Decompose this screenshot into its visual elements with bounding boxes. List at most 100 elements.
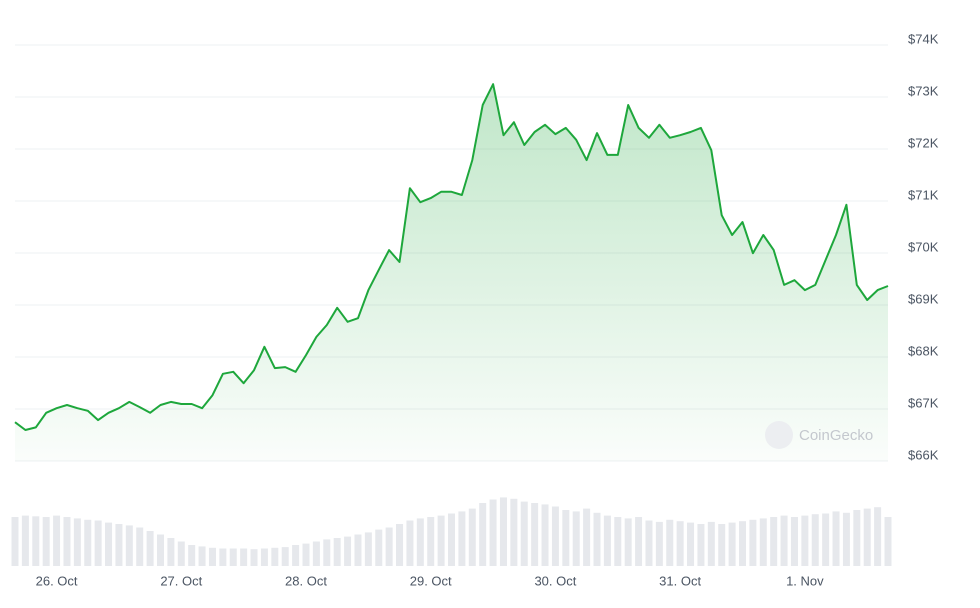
volume-bar bbox=[593, 512, 601, 566]
volume-bar bbox=[863, 508, 871, 566]
y-tick-label: $66K bbox=[908, 447, 939, 462]
volume-bar bbox=[84, 519, 92, 566]
volume-bar bbox=[499, 497, 507, 566]
volume-bar bbox=[510, 498, 518, 566]
volume-bar bbox=[697, 524, 705, 566]
volume-bar bbox=[624, 518, 632, 566]
volume-bar bbox=[614, 517, 622, 566]
volume-bar bbox=[333, 538, 341, 566]
volume-bar bbox=[739, 521, 746, 566]
volume-bar bbox=[94, 520, 102, 566]
volume-bar bbox=[780, 515, 788, 566]
volume-bar bbox=[354, 534, 362, 566]
y-tick-label: $73K bbox=[908, 83, 939, 98]
volume-bar bbox=[541, 504, 549, 566]
x-tick-label: 28. Oct bbox=[285, 573, 327, 588]
volume-bar bbox=[219, 548, 227, 566]
volume-bar bbox=[292, 545, 300, 566]
volume-bar bbox=[603, 515, 611, 566]
x-tick-label: 30. Oct bbox=[534, 573, 576, 588]
volume-bar bbox=[271, 547, 279, 566]
y-tick-label: $68K bbox=[908, 343, 939, 358]
volume-bar bbox=[583, 508, 591, 566]
volume-bar bbox=[489, 499, 497, 566]
volume-bar bbox=[448, 513, 455, 566]
volume-bar bbox=[832, 511, 840, 566]
y-tick-label: $67K bbox=[908, 395, 939, 410]
volume-bar bbox=[645, 520, 653, 566]
volume-bar bbox=[21, 515, 29, 566]
volume-bar bbox=[73, 518, 81, 566]
volume-bar bbox=[32, 516, 40, 566]
y-tick-label: $71K bbox=[908, 187, 939, 202]
x-tick-label: 29. Oct bbox=[410, 573, 452, 588]
volume-bar bbox=[146, 531, 154, 566]
volume-bar bbox=[302, 543, 310, 566]
volume-bar bbox=[375, 529, 383, 566]
watermark-logo bbox=[765, 421, 793, 449]
volume-bar bbox=[188, 545, 196, 566]
volume-bar bbox=[198, 546, 206, 566]
volume-bar bbox=[260, 548, 268, 566]
volume-bar bbox=[801, 515, 809, 566]
volume-bar bbox=[396, 524, 404, 566]
volume-bar bbox=[468, 508, 476, 566]
volume-bar bbox=[323, 539, 331, 566]
volume-bar bbox=[115, 524, 123, 566]
volume-bar bbox=[105, 522, 113, 566]
volume-bar bbox=[687, 522, 695, 566]
volume-bar bbox=[63, 517, 71, 566]
volume-bar bbox=[707, 521, 715, 566]
x-tick-label: 31. Oct bbox=[659, 573, 701, 588]
volume-bar bbox=[11, 517, 19, 566]
volume-bar bbox=[416, 518, 424, 566]
volume-bar bbox=[759, 518, 767, 566]
volume-bar bbox=[790, 517, 798, 566]
volume-bar bbox=[770, 517, 778, 566]
y-tick-label: $69K bbox=[908, 291, 939, 306]
volume-bar bbox=[406, 520, 414, 566]
y-tick-label: $70K bbox=[908, 239, 939, 254]
volume-bar bbox=[42, 517, 50, 566]
line bbox=[14, 83, 889, 431]
volume-bar bbox=[281, 547, 289, 566]
volume-bar bbox=[208, 547, 216, 566]
volume-bar bbox=[531, 503, 539, 566]
volume-bar bbox=[822, 513, 830, 566]
volume-bar bbox=[240, 548, 248, 566]
watermark: CoinGecko bbox=[799, 427, 873, 444]
volume-bar bbox=[437, 515, 445, 566]
volume-bar bbox=[562, 510, 570, 566]
volume-bar bbox=[479, 503, 487, 566]
volume-bar bbox=[364, 532, 372, 566]
volume-bar bbox=[666, 519, 674, 566]
x-tick-label: 26. Oct bbox=[36, 573, 78, 588]
volume-bar bbox=[125, 525, 133, 566]
volume-bar bbox=[520, 501, 528, 566]
volume-bar bbox=[157, 534, 164, 566]
volume-bar bbox=[655, 521, 663, 566]
volume-bar bbox=[167, 538, 175, 566]
volume-bar bbox=[884, 517, 892, 566]
volume-bar bbox=[312, 541, 320, 566]
volume-bar bbox=[427, 517, 435, 566]
volume-bar bbox=[344, 536, 352, 566]
volume-bar bbox=[572, 511, 580, 566]
y-tick-label: $72K bbox=[908, 135, 939, 150]
volume-bar bbox=[853, 510, 861, 566]
volume-bar bbox=[177, 541, 185, 566]
volume-bar bbox=[749, 519, 757, 566]
volume-bar bbox=[811, 514, 819, 566]
volume-bar bbox=[250, 549, 258, 566]
y-tick-label: $74K bbox=[908, 31, 939, 46]
volume-bar bbox=[728, 522, 736, 566]
volume-bar bbox=[229, 548, 237, 566]
volume-bar bbox=[551, 506, 559, 566]
volume-bar bbox=[136, 527, 144, 566]
volume-bar bbox=[718, 524, 726, 566]
volume-bar bbox=[842, 512, 850, 566]
volume-bar bbox=[635, 517, 643, 566]
area bbox=[15, 84, 888, 461]
